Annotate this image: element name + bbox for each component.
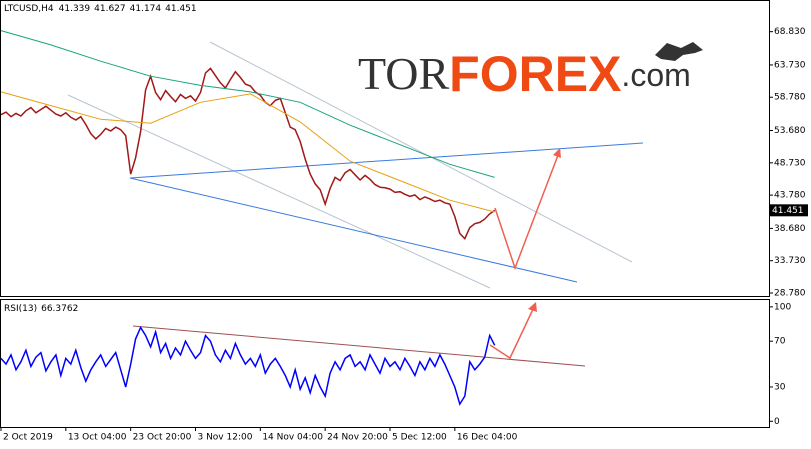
x-tick-label: 23 Oct 20:00 [133, 433, 192, 443]
y-tick-label: 68.830 [774, 27, 806, 37]
logo-bull [655, 42, 703, 61]
logo-part: FOREX [449, 46, 621, 102]
series-line [0, 91, 495, 213]
series-line [0, 30, 495, 178]
y-tick-label: 28.780 [774, 288, 806, 298]
trend-line [129, 142, 644, 179]
y-tick-label: 70 [774, 337, 786, 347]
logo-part: .com [621, 57, 690, 93]
y-tick-label: 48.730 [774, 158, 806, 168]
series-line [0, 67, 496, 241]
logo: TORFOREX.com [358, 46, 691, 102]
y-tick-label: 38.680 [774, 224, 806, 234]
trend-line [129, 177, 578, 283]
y-tick-label: 33.730 [774, 256, 806, 266]
y-tick-label: 58.780 [774, 93, 806, 103]
ohlc: 41.174 [130, 4, 162, 14]
y-tick-label: 43.780 [774, 191, 806, 201]
arrow-head [528, 302, 537, 312]
y-tick-label: 53.680 [774, 126, 806, 136]
last-price-label: 41.451 [772, 206, 804, 216]
x-tick-label: 16 Dec 04:00 [457, 433, 518, 443]
x-tick-label: 2 Oct 2019 [3, 433, 53, 443]
channel-line [67, 94, 491, 289]
series-line [0, 325, 496, 406]
ohlc: 41.451 [165, 4, 197, 14]
symbol: LTCUSD,H4 [4, 4, 54, 14]
rsi-header: RSI(13) 66.3762 [4, 304, 78, 314]
forecast-arrow [489, 304, 536, 360]
y-tick-label: 63.730 [774, 60, 806, 70]
channel-line [209, 41, 633, 263]
annotations [67, 41, 644, 367]
rsi-value: 66.3762 [41, 304, 78, 314]
x-tick-label: 24 Nov 20:00 [327, 433, 388, 443]
rsi-pane [0, 299, 770, 428]
x-tick-label: 5 Dec 12:00 [392, 433, 447, 443]
arrow-head [553, 148, 561, 158]
y-tick-label: 0 [774, 417, 780, 427]
x-tick-label: 3 Nov 12:00 [197, 433, 252, 443]
header: LTCUSD,H4 41.339 41.627 41.174 41.451 [4, 4, 197, 14]
rsi-title: RSI(13) [4, 304, 37, 314]
x-tick-label: 13 Oct 04:00 [68, 433, 127, 443]
rsi-trend-line [132, 325, 586, 367]
logo-part: TOR [358, 48, 449, 99]
y-tick-label: 30 [774, 382, 786, 392]
price-pane [0, 0, 770, 297]
ohlc: 41.627 [94, 4, 126, 14]
last-price-box [770, 204, 808, 217]
x-tick-label: 14 Nov 04:00 [262, 433, 323, 443]
ohlc: 41.339 [59, 4, 91, 14]
forecast-arrow [494, 149, 561, 271]
y-tick-label: 100 [774, 302, 791, 312]
